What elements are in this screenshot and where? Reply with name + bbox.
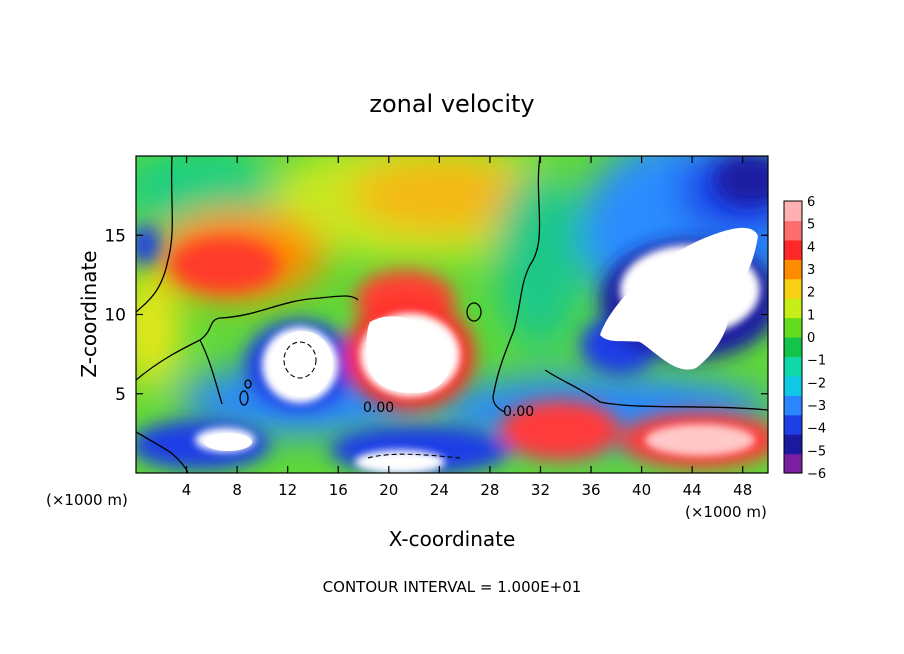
colorbar-swatch <box>784 239 802 260</box>
colorbar-swatch <box>784 337 802 358</box>
contour-label: 0.00 <box>503 404 534 420</box>
colorbar-tick-label: 5 <box>807 218 815 233</box>
y-tick-label: 10 <box>104 306 126 326</box>
colorbar-tick-label: −1 <box>807 354 826 369</box>
x-tick-label: 40 <box>632 481 651 499</box>
x-tick-label: 36 <box>581 481 600 499</box>
x-tick-label: 28 <box>480 481 499 499</box>
colorbar-tick-label: −5 <box>807 444 826 459</box>
colorbar-tick-label: 6 <box>807 195 815 210</box>
colorbar-tick-label: 3 <box>807 263 815 278</box>
y-axis-label: Z-coordinate <box>77 250 101 377</box>
contour-label: 0.00 <box>363 400 394 416</box>
colorbar-tick-label: 1 <box>807 308 815 323</box>
x-unit-label: (×1000 m) <box>46 491 128 509</box>
x-axis-label: X-coordinate <box>389 527 516 551</box>
heatmap-field <box>136 156 768 473</box>
x-tick-label: 12 <box>278 481 297 499</box>
x-tick-label: 48 <box>733 481 752 499</box>
colorbar-tick-label: −3 <box>807 399 826 414</box>
colorbar-swatch <box>784 317 802 338</box>
colorbar: 6 5 4 3 2 1 0 −1 −2 −3 −4 −5 −6 <box>783 195 826 482</box>
x-unit-label-right: (×1000 m) <box>685 503 767 521</box>
x-axis: 4 8 12 16 20 24 28 32 36 40 44 48 <box>182 156 752 499</box>
chart-title: zonal velocity <box>369 90 534 118</box>
colorbar-swatch <box>784 395 802 416</box>
colorbar-tick-label: −6 <box>807 467 826 482</box>
x-tick-label: 24 <box>430 481 449 499</box>
colorbar-swatch <box>784 259 802 280</box>
colorbar-swatch <box>784 298 802 319</box>
colorbar-swatch <box>784 414 802 435</box>
colorbar-tick-label: −2 <box>807 376 826 391</box>
colorbar-tick-label: 0 <box>807 331 815 346</box>
colorbar-tick-label: −4 <box>807 422 826 437</box>
colorbar-swatch <box>784 278 802 299</box>
x-tick-label: 4 <box>182 481 192 499</box>
colorbar-swatch <box>784 201 802 222</box>
x-tick-label: 16 <box>329 481 348 499</box>
colorbar-tick-label: 4 <box>807 240 815 255</box>
y-tick-label: 5 <box>115 385 126 405</box>
x-tick-label: 44 <box>683 481 702 499</box>
colorbar-swatch <box>784 434 802 455</box>
colorbar-swatch <box>784 220 802 241</box>
y-axis: 5 10 15 <box>104 226 768 405</box>
colorbar-swatch <box>784 375 802 396</box>
x-tick-label: 20 <box>379 481 398 499</box>
x-tick-label: 8 <box>232 481 242 499</box>
y-tick-label: 15 <box>104 226 126 246</box>
colorbar-swatch <box>784 453 802 474</box>
contour-interval-note: CONTOUR INTERVAL = 1.000E+01 <box>323 578 582 596</box>
colorbar-swatch <box>784 356 802 377</box>
x-tick-label: 32 <box>531 481 550 499</box>
colorbar-frame <box>783 200 803 474</box>
colorbar-tick-label: 2 <box>807 286 815 301</box>
